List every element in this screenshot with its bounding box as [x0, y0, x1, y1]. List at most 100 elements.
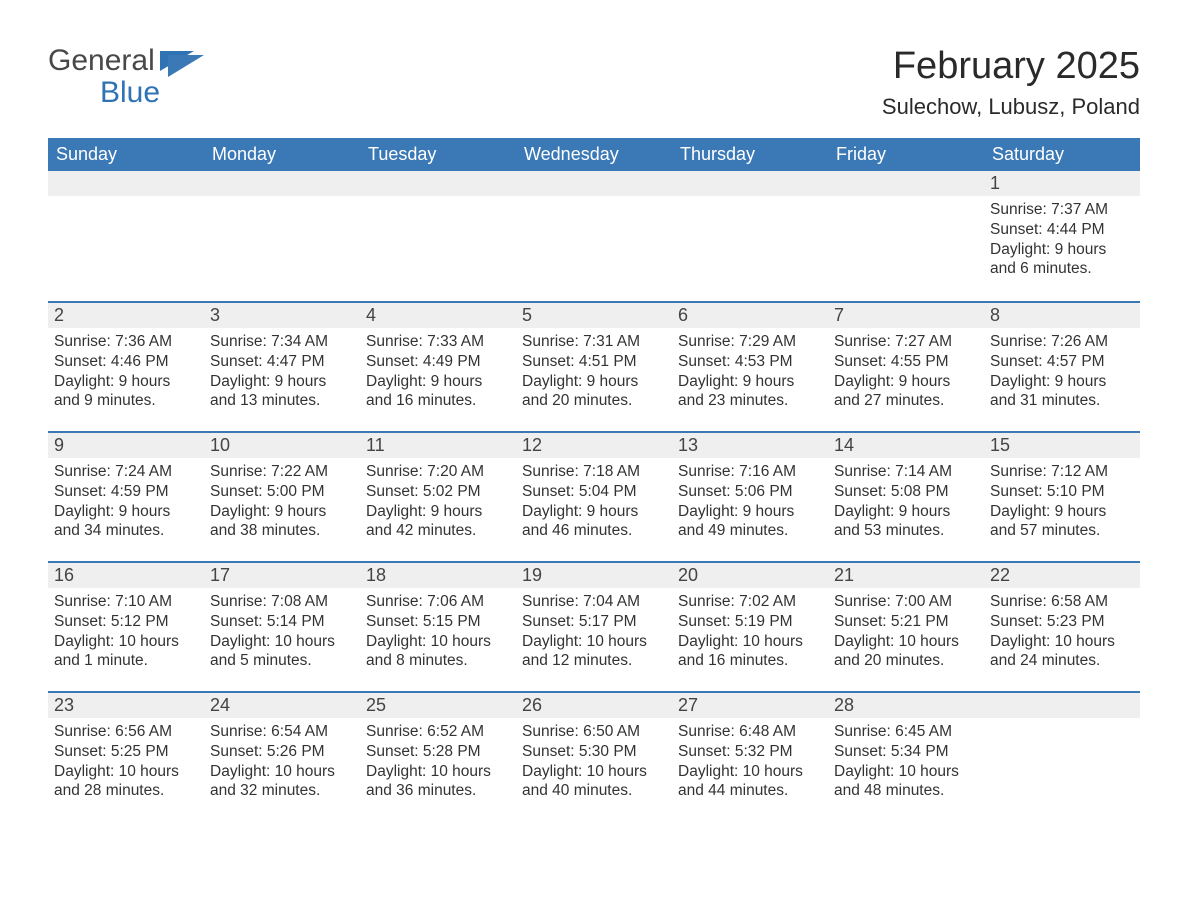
calendar-day: 19Sunrise: 7:04 AMSunset: 5:17 PMDayligh…: [516, 561, 672, 691]
day-number: 6: [672, 301, 828, 328]
sunrise: Sunrise: 6:56 AM: [54, 722, 198, 742]
sunrise: Sunrise: 7:27 AM: [834, 332, 978, 352]
calendar-head: SundayMondayTuesdayWednesdayThursdayFrid…: [48, 138, 1140, 171]
daylight: Daylight: 9 hours and 27 minutes.: [834, 372, 978, 412]
daylight: Daylight: 10 hours and 40 minutes.: [522, 762, 666, 802]
day-detail: Sunrise: 6:58 AMSunset: 5:23 PMDaylight:…: [984, 588, 1140, 681]
daylight: Daylight: 10 hours and 28 minutes.: [54, 762, 198, 802]
day-number: 12: [516, 431, 672, 458]
sunset: Sunset: 5:10 PM: [990, 482, 1134, 502]
sunset: Sunset: 4:57 PM: [990, 352, 1134, 372]
sunset: Sunset: 5:12 PM: [54, 612, 198, 632]
day-number: 19: [516, 561, 672, 588]
empty-day-row: [48, 171, 204, 196]
calendar-day: 28Sunrise: 6:45 AMSunset: 5:34 PMDayligh…: [828, 691, 984, 821]
daylight: Daylight: 10 hours and 5 minutes.: [210, 632, 354, 672]
daylight: Daylight: 9 hours and 9 minutes.: [54, 372, 198, 412]
daylight: Daylight: 10 hours and 12 minutes.: [522, 632, 666, 672]
weekday-header: Wednesday: [516, 138, 672, 171]
sunrise: Sunrise: 7:18 AM: [522, 462, 666, 482]
calendar-day: 5Sunrise: 7:31 AMSunset: 4:51 PMDaylight…: [516, 301, 672, 431]
day-detail: Sunrise: 7:27 AMSunset: 4:55 PMDaylight:…: [828, 328, 984, 421]
sunset: Sunset: 4:47 PM: [210, 352, 354, 372]
calendar-day: 4Sunrise: 7:33 AMSunset: 4:49 PMDaylight…: [360, 301, 516, 431]
day-detail: Sunrise: 7:14 AMSunset: 5:08 PMDaylight:…: [828, 458, 984, 551]
weekday-header: Friday: [828, 138, 984, 171]
sunrise: Sunrise: 7:29 AM: [678, 332, 822, 352]
day-number: 15: [984, 431, 1140, 458]
daylight: Daylight: 9 hours and 53 minutes.: [834, 502, 978, 542]
day-detail: Sunrise: 7:04 AMSunset: 5:17 PMDaylight:…: [516, 588, 672, 681]
calendar-day: [360, 171, 516, 301]
daylight: Daylight: 10 hours and 44 minutes.: [678, 762, 822, 802]
day-detail: Sunrise: 7:10 AMSunset: 5:12 PMDaylight:…: [48, 588, 204, 681]
daylight: Daylight: 10 hours and 48 minutes.: [834, 762, 978, 802]
sunset: Sunset: 5:04 PM: [522, 482, 666, 502]
sunset: Sunset: 4:59 PM: [54, 482, 198, 502]
daylight: Daylight: 9 hours and 57 minutes.: [990, 502, 1134, 542]
calendar-day: 16Sunrise: 7:10 AMSunset: 5:12 PMDayligh…: [48, 561, 204, 691]
weekday-header: Saturday: [984, 138, 1140, 171]
day-detail: Sunrise: 7:26 AMSunset: 4:57 PMDaylight:…: [984, 328, 1140, 421]
sunrise: Sunrise: 7:08 AM: [210, 592, 354, 612]
calendar-week: 23Sunrise: 6:56 AMSunset: 5:25 PMDayligh…: [48, 691, 1140, 821]
day-detail: Sunrise: 7:36 AMSunset: 4:46 PMDaylight:…: [48, 328, 204, 421]
day-number: 5: [516, 301, 672, 328]
calendar-day: 15Sunrise: 7:12 AMSunset: 5:10 PMDayligh…: [984, 431, 1140, 561]
day-number: 23: [48, 691, 204, 718]
day-number: 11: [360, 431, 516, 458]
day-detail: Sunrise: 7:33 AMSunset: 4:49 PMDaylight:…: [360, 328, 516, 421]
day-detail: Sunrise: 7:00 AMSunset: 5:21 PMDaylight:…: [828, 588, 984, 681]
calendar-week: 1Sunrise: 7:37 AMSunset: 4:44 PMDaylight…: [48, 171, 1140, 301]
day-detail: Sunrise: 7:02 AMSunset: 5:19 PMDaylight:…: [672, 588, 828, 681]
day-detail: Sunrise: 6:50 AMSunset: 5:30 PMDaylight:…: [516, 718, 672, 811]
sunset: Sunset: 5:21 PM: [834, 612, 978, 632]
sunrise: Sunrise: 7:33 AM: [366, 332, 510, 352]
sunrise: Sunrise: 7:31 AM: [522, 332, 666, 352]
day-number: 3: [204, 301, 360, 328]
day-number: 20: [672, 561, 828, 588]
daylight: Daylight: 9 hours and 46 minutes.: [522, 502, 666, 542]
day-number: 14: [828, 431, 984, 458]
day-detail: Sunrise: 7:12 AMSunset: 5:10 PMDaylight:…: [984, 458, 1140, 551]
logo: General Blue: [48, 45, 208, 108]
day-detail: Sunrise: 6:56 AMSunset: 5:25 PMDaylight:…: [48, 718, 204, 811]
header: General Blue February 2025 Sulechow, Lub…: [48, 45, 1140, 120]
calendar-week: 9 Sunrise: 7:24 AMSunset: 4:59 PM Daylight…: [48, 431, 1140, 561]
calendar-day: [984, 691, 1140, 821]
calendar-day: 25Sunrise: 6:52 AMSunset: 5:28 PMDayligh…: [360, 691, 516, 821]
empty-day-row: [672, 171, 828, 196]
sunset: Sunset: 5:34 PM: [834, 742, 978, 762]
day-detail: Sunrise: 7:22 AMSunset: 5:00 PMDaylight:…: [204, 458, 360, 551]
calendar-day: 21Sunrise: 7:00 AMSunset: 5:21 PMDayligh…: [828, 561, 984, 691]
sunrise: Sunrise: 6:58 AM: [990, 592, 1134, 612]
calendar-day: 14Sunrise: 7:14 AMSunset: 5:08 PMDayligh…: [828, 431, 984, 561]
calendar-day: 12Sunrise: 7:18 AMSunset: 5:04 PMDayligh…: [516, 431, 672, 561]
sunrise: Sunrise: 7:24 AM: [54, 462, 198, 482]
sunset: Sunset: 5:26 PM: [210, 742, 354, 762]
day-number: 25: [360, 691, 516, 718]
sunset: Sunset: 5:14 PM: [210, 612, 354, 632]
day-number: 17: [204, 561, 360, 588]
calendar-day: 27Sunrise: 6:48 AMSunset: 5:32 PMDayligh…: [672, 691, 828, 821]
weekday-row: SundayMondayTuesdayWednesdayThursdayFrid…: [48, 138, 1140, 171]
day-number: 7: [828, 301, 984, 328]
calendar-day: [48, 171, 204, 301]
day-detail: Sunrise: 7:18 AMSunset: 5:04 PMDaylight:…: [516, 458, 672, 551]
empty-day-row: [360, 171, 516, 196]
sunrise: Sunrise: 6:52 AM: [366, 722, 510, 742]
sunrise: Sunrise: 7:14 AM: [834, 462, 978, 482]
day-number: 28: [828, 691, 984, 718]
sunrise: Sunrise: 7:20 AM: [366, 462, 510, 482]
month-title: February 2025: [882, 45, 1140, 88]
calendar-day: 22Sunrise: 6:58 AMSunset: 5:23 PMDayligh…: [984, 561, 1140, 691]
daylight: Daylight: 9 hours and 42 minutes.: [366, 502, 510, 542]
daylight: Daylight: 9 hours and 16 minutes.: [366, 372, 510, 412]
day-number: 9: [48, 431, 204, 458]
sunset: Sunset: 5:25 PM: [54, 742, 198, 762]
calendar: SundayMondayTuesdayWednesdayThursdayFrid…: [48, 138, 1140, 821]
calendar-day: 9Sunrise: 7:24 AMSunset: 4:59 PMDaylight…: [48, 431, 204, 561]
daylight: Daylight: 10 hours and 32 minutes.: [210, 762, 354, 802]
daylight: Daylight: 10 hours and 16 minutes.: [678, 632, 822, 672]
day-detail: Sunrise: 6:52 AMSunset: 5:28 PMDaylight:…: [360, 718, 516, 811]
